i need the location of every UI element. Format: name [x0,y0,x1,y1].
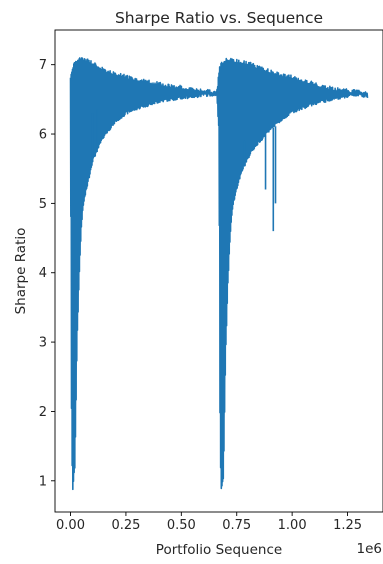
y-tick-label: 4 [39,266,47,281]
x-tick-label: 1.00 [278,518,307,533]
chart-title: Sharpe Ratio vs. Sequence [115,9,323,27]
x-tick-label: 0.50 [167,518,196,533]
x-tick-label: 0.00 [56,518,85,533]
x-tick-label: 1.25 [333,518,362,533]
y-tick-label: 3 [39,336,47,351]
series-band-1 [70,59,368,489]
y-axis-label: Sharpe Ratio [13,228,29,315]
plot-frame [54,29,383,513]
x-tick-label: 0.25 [111,518,140,533]
y-tick-label: 6 [39,128,47,143]
y-tick-label: 1 [39,474,47,489]
plot-area [54,29,383,513]
x-offset-text: 1e6 [357,541,382,557]
series-layer [69,57,369,491]
x-tick-label: 0.75 [222,518,251,533]
x-axis-label: Portfolio Sequence [156,542,282,558]
y-axis: 1 2 3 4 5 6 7 [39,58,55,489]
y-tick-label: 7 [39,58,47,73]
x-axis: 0.00 0.25 0.50 0.75 1.00 1.25 [56,512,362,533]
y-tick-label: 5 [39,197,47,212]
y-tick-label: 2 [39,405,47,420]
